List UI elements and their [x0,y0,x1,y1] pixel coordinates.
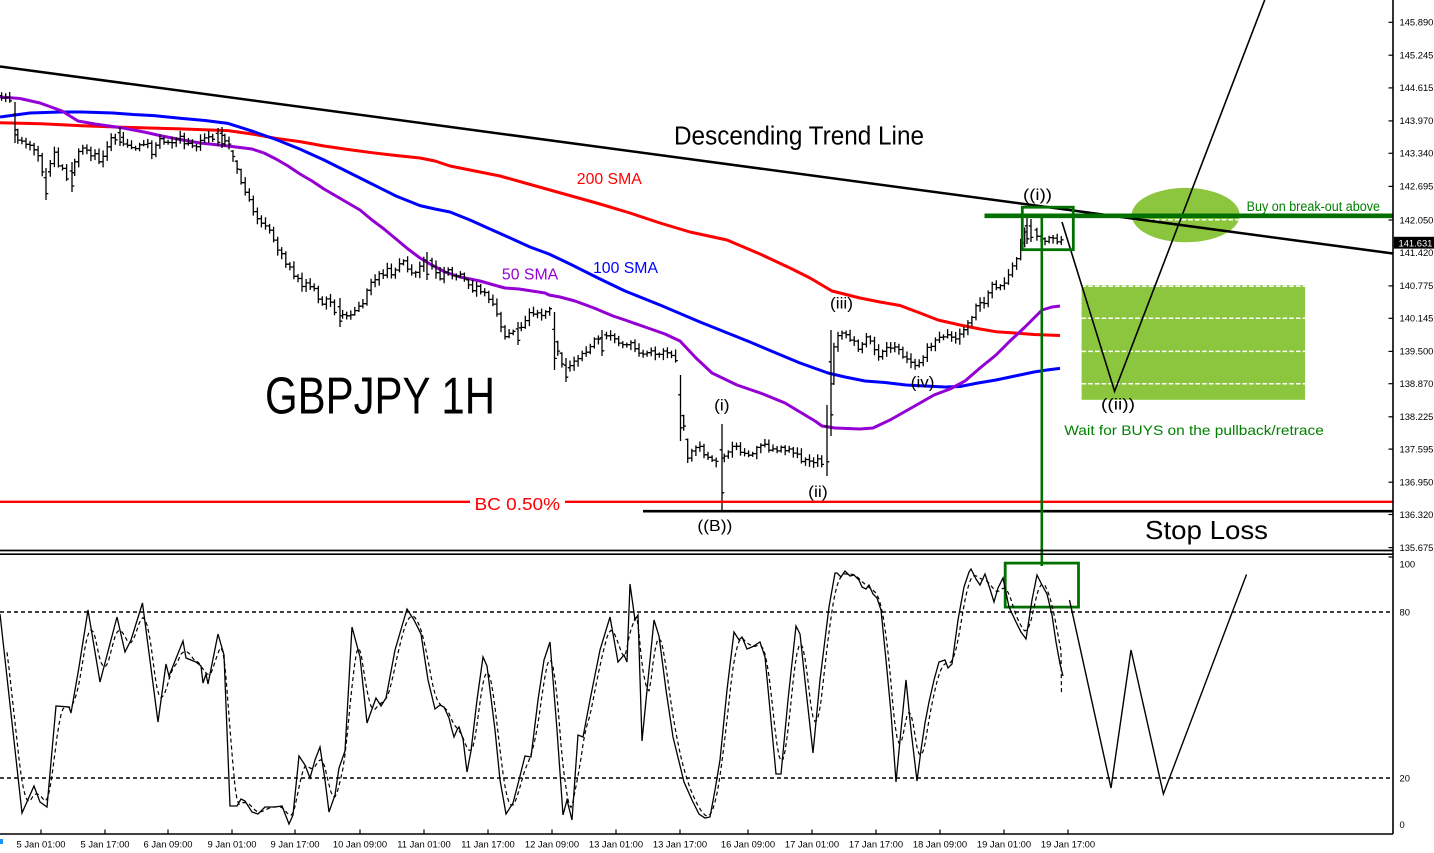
svg-text:144.615: 144.615 [1400,82,1434,93]
svg-text:6 Jan 09:00: 6 Jan 09:00 [144,838,193,849]
svg-text:100: 100 [1400,559,1416,570]
svg-text:11 Jan 01:00: 11 Jan 01:00 [397,838,451,849]
svg-text:141.631: 141.631 [1399,237,1433,248]
svg-text:138.225: 138.225 [1400,411,1434,422]
svg-text:140.775: 140.775 [1400,280,1434,291]
svg-text:10 Jan 09:00: 10 Jan 09:00 [333,838,387,849]
svg-text:11 Jan 17:00: 11 Jan 17:00 [461,838,515,849]
svg-text:145.245: 145.245 [1400,50,1434,61]
svg-text:136.320: 136.320 [1400,509,1434,520]
svg-text:19 Jan 17:00: 19 Jan 17:00 [1041,838,1095,849]
svg-text:13 Jan 01:00: 13 Jan 01:00 [589,838,643,849]
svg-text:50 SMA: 50 SMA [502,266,559,283]
svg-text:140.145: 140.145 [1400,313,1434,324]
svg-text:12 Jan 09:00: 12 Jan 09:00 [525,838,579,849]
svg-text:137.595: 137.595 [1400,443,1434,454]
svg-text:(ii): (ii) [808,484,828,501]
svg-text:142.695: 142.695 [1400,181,1434,192]
svg-text:((ii)): ((ii)) [1101,396,1135,413]
svg-text:17 Jan 01:00: 17 Jan 01:00 [785,838,839,849]
svg-text:143.970: 143.970 [1400,115,1434,126]
svg-text:13 Jan 17:00: 13 Jan 17:00 [653,838,707,849]
svg-text:5 Jan 01:00: 5 Jan 01:00 [17,838,66,849]
svg-text:80: 80 [1400,607,1410,618]
svg-text:(i): (i) [714,398,730,415]
svg-text:(iii): (iii) [830,295,853,312]
svg-text:135.675: 135.675 [1400,542,1434,553]
svg-text:145.890: 145.890 [1400,17,1434,28]
svg-text:138.870: 138.870 [1400,378,1434,389]
svg-text:19 Jan 01:00: 19 Jan 01:00 [977,838,1031,849]
svg-text:((i)): ((i)) [1023,187,1052,204]
svg-text:Buy on break-out above: Buy on break-out above [1247,199,1380,214]
svg-text:9 Jan 01:00: 9 Jan 01:00 [208,838,257,849]
svg-text:139.500: 139.500 [1400,346,1434,357]
svg-text:142.050: 142.050 [1400,214,1434,225]
svg-text:9 Jan 17:00: 9 Jan 17:00 [271,838,320,849]
svg-text:100 SMA: 100 SMA [593,260,658,277]
svg-text:200 SMA: 200 SMA [577,171,642,188]
svg-text:(iv): (iv) [911,375,935,392]
svg-text:GBPJPY 1H: GBPJPY 1H [265,368,495,426]
svg-text:143.340: 143.340 [1400,148,1434,159]
svg-text:Stop Loss: Stop Loss [1145,517,1268,545]
svg-text:18 Jan 09:00: 18 Jan 09:00 [913,838,967,849]
svg-text:Descending Trend Line: Descending Trend Line [674,121,924,151]
svg-text:((B)): ((B)) [697,518,732,535]
svg-text:17 Jan 17:00: 17 Jan 17:00 [849,838,903,849]
svg-text:16 Jan 09:00: 16 Jan 09:00 [721,838,775,849]
svg-text:20: 20 [1400,773,1410,784]
svg-text:BC 0.50%: BC 0.50% [475,494,561,514]
svg-text:136.950: 136.950 [1400,477,1434,488]
svg-text:Wait for BUYS on the pullback/: Wait for BUYS on the pullback/retrace [1064,422,1324,438]
svg-text:141.420: 141.420 [1400,247,1434,258]
svg-text:0: 0 [1400,819,1405,830]
svg-text:5 Jan 17:00: 5 Jan 17:00 [81,838,130,849]
